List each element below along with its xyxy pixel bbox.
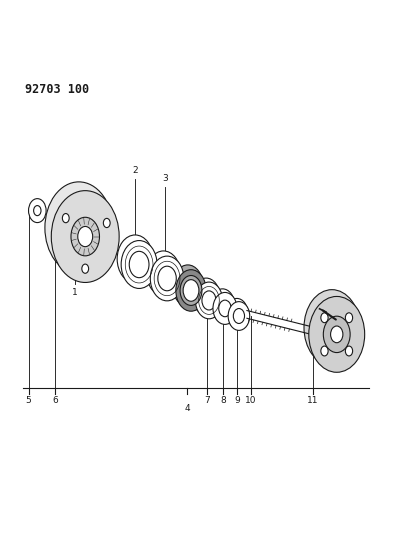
Text: 9: 9: [233, 396, 239, 405]
Ellipse shape: [344, 346, 352, 356]
Text: 2: 2: [132, 166, 138, 175]
Ellipse shape: [195, 282, 222, 319]
Ellipse shape: [121, 240, 157, 288]
Ellipse shape: [198, 287, 213, 306]
Ellipse shape: [51, 191, 119, 282]
Text: 5: 5: [26, 396, 31, 405]
Text: 10: 10: [245, 396, 256, 405]
Text: 11: 11: [306, 396, 318, 405]
Ellipse shape: [320, 313, 327, 322]
Text: 92703 100: 92703 100: [25, 83, 89, 96]
Ellipse shape: [62, 214, 69, 223]
Ellipse shape: [213, 293, 236, 325]
Ellipse shape: [82, 264, 88, 273]
Ellipse shape: [125, 246, 145, 272]
Ellipse shape: [150, 256, 183, 301]
Ellipse shape: [233, 309, 244, 324]
Ellipse shape: [154, 261, 172, 286]
Ellipse shape: [129, 252, 149, 278]
Text: 7: 7: [204, 396, 209, 405]
Ellipse shape: [34, 206, 41, 216]
Text: 4: 4: [184, 404, 189, 413]
Ellipse shape: [322, 316, 349, 352]
Ellipse shape: [218, 300, 231, 317]
Ellipse shape: [210, 289, 234, 321]
Ellipse shape: [320, 346, 327, 356]
Ellipse shape: [146, 251, 180, 296]
Ellipse shape: [172, 265, 203, 306]
Ellipse shape: [308, 296, 364, 372]
Ellipse shape: [103, 219, 110, 228]
Ellipse shape: [228, 302, 249, 330]
Ellipse shape: [192, 278, 219, 315]
Ellipse shape: [71, 217, 99, 256]
Ellipse shape: [77, 227, 93, 247]
Ellipse shape: [344, 313, 352, 322]
Ellipse shape: [175, 270, 206, 311]
Text: 1: 1: [72, 288, 78, 297]
Text: 3: 3: [162, 174, 168, 183]
Ellipse shape: [323, 317, 339, 338]
Ellipse shape: [117, 235, 153, 283]
Ellipse shape: [180, 276, 201, 305]
Ellipse shape: [28, 199, 46, 223]
Ellipse shape: [201, 291, 215, 310]
Ellipse shape: [303, 289, 359, 366]
Ellipse shape: [158, 266, 176, 291]
Ellipse shape: [180, 275, 195, 296]
Text: 6: 6: [52, 396, 58, 405]
Ellipse shape: [216, 296, 228, 313]
Ellipse shape: [45, 182, 113, 273]
Ellipse shape: [330, 326, 342, 343]
Ellipse shape: [231, 305, 242, 320]
Ellipse shape: [226, 298, 247, 327]
Text: 8: 8: [219, 396, 225, 405]
Ellipse shape: [183, 280, 198, 301]
